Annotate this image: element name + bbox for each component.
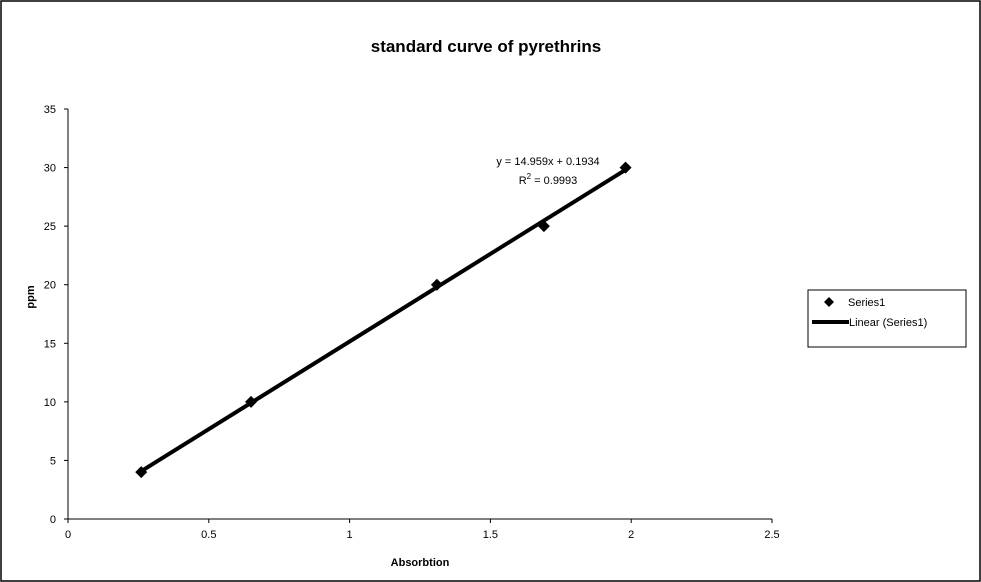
chart-title: standard curve of pyrethrins bbox=[371, 37, 602, 56]
legend-series-label: Series1 bbox=[848, 297, 885, 309]
x-tick-label: 0.5 bbox=[201, 529, 216, 541]
y-tick-label: 5 bbox=[50, 455, 56, 467]
r-squared-exponent: 2 bbox=[527, 172, 532, 181]
y-tick-label: 25 bbox=[44, 221, 56, 233]
x-tick-label: 2 bbox=[628, 529, 634, 541]
y-tick-label: 15 bbox=[44, 338, 56, 350]
data-point bbox=[245, 395, 258, 408]
y-tick-label: 30 bbox=[44, 163, 56, 175]
data-point bbox=[135, 466, 148, 479]
y-axis-title: ppm bbox=[25, 285, 37, 308]
data-point bbox=[619, 161, 632, 174]
legend-trendline-label: Linear (Series1) bbox=[849, 317, 927, 329]
r-squared-prefix: R bbox=[519, 175, 527, 187]
r-squared-value: = 0.9993 bbox=[531, 175, 577, 187]
y-tick-label: 0 bbox=[50, 514, 56, 526]
x-tick-label: 2.5 bbox=[764, 529, 779, 541]
trendline-layer bbox=[139, 167, 628, 474]
legend: Series1 Linear (Series1) bbox=[807, 289, 967, 348]
axes: 0 5 10 15 20 25 30 35 0 0.5 1 1.5 2 2.5 bbox=[44, 104, 780, 541]
legend-box bbox=[807, 289, 967, 348]
data-point bbox=[430, 278, 443, 291]
x-tick-label: 1 bbox=[347, 529, 353, 541]
x-tick-label: 1.5 bbox=[483, 529, 498, 541]
trendline-equation: y = 14.959x + 0.1934 bbox=[496, 156, 599, 168]
linear-trendline bbox=[139, 167, 628, 474]
x-tick-label: 0 bbox=[65, 529, 71, 541]
y-tick-label: 10 bbox=[44, 397, 56, 409]
y-tick-label: 20 bbox=[44, 280, 56, 292]
x-axis-title: Absorbtion bbox=[391, 557, 450, 569]
y-tick-label: 35 bbox=[44, 104, 56, 116]
data-point bbox=[537, 220, 550, 233]
data-points bbox=[135, 161, 632, 479]
legend-series-marker bbox=[824, 297, 834, 307]
r-squared-label: R2 = 0.9993 bbox=[519, 172, 578, 187]
